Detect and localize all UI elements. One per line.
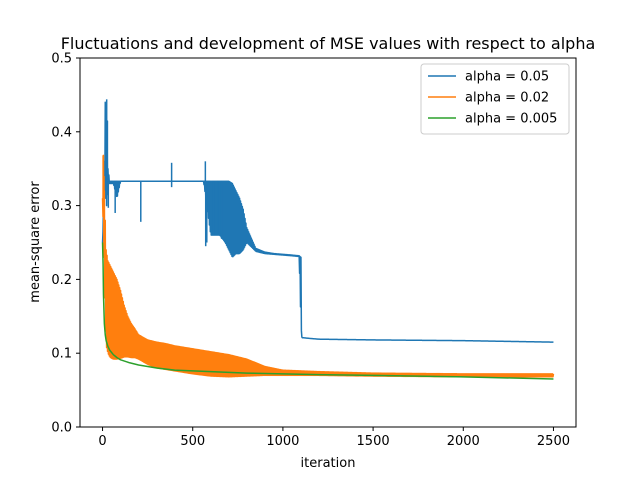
y-tick-label: 0.0 [51, 421, 72, 436]
y-tick-label: 0.1 [51, 347, 72, 362]
legend-label-1: alpha = 0.02 [465, 91, 549, 106]
x-tick-label: 2500 [537, 434, 570, 449]
x-tick-label: 2000 [447, 434, 480, 449]
chart-title: Fluctuations and development of MSE valu… [61, 34, 596, 53]
x-axis-label: iteration [301, 456, 356, 471]
x-axis: 0 500 1000 1500 2000 2500 [98, 427, 570, 449]
x-tick-label: 1500 [357, 434, 390, 449]
x-tick-label: 500 [180, 434, 205, 449]
series-0 [101, 99, 554, 343]
y-tick-label: 0.5 [51, 52, 72, 67]
plot-area [101, 99, 555, 380]
series-line-0 [101, 101, 554, 343]
legend-label-2: alpha = 0.005 [465, 112, 557, 127]
legend: alpha = 0.05 alpha = 0.02 alpha = 0.005 [420, 63, 570, 135]
y-axis-label: mean-square error [28, 181, 43, 303]
y-tick-label: 0.2 [51, 273, 72, 288]
y-axis: 0.0 0.1 0.2 0.3 0.4 0.5 [51, 52, 80, 436]
series-line-1 [101, 154, 555, 378]
plot-frame [79, 57, 577, 428]
legend-label-0: alpha = 0.05 [465, 70, 549, 85]
legend-box [420, 63, 570, 135]
series-2 [101, 242, 554, 380]
x-tick-label: 1000 [266, 434, 299, 449]
x-tick-label: 0 [98, 434, 106, 449]
series-line-2 [101, 242, 554, 380]
y-tick-label: 0.4 [51, 125, 72, 140]
series-1 [101, 154, 555, 378]
y-tick-label: 0.3 [51, 199, 72, 214]
